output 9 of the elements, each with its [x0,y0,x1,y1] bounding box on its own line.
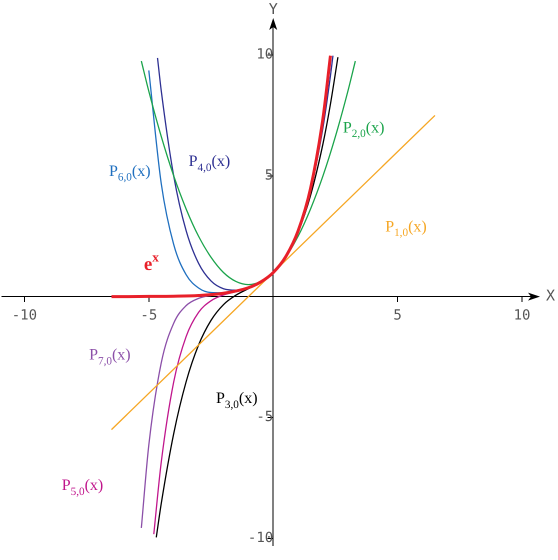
x-tick-label: 10 [514,308,530,324]
x-tick-label: -5 [140,308,158,324]
y-tick-label: 10 [256,46,274,63]
x-axis-title: X [546,286,556,305]
x-tick-label: -10 [12,308,38,324]
x-tick-label: 5 [393,308,402,324]
y-tick-label: -5 [256,409,274,426]
y-axis-title: Y [268,0,278,18]
y-tick-label: -10 [248,530,274,546]
